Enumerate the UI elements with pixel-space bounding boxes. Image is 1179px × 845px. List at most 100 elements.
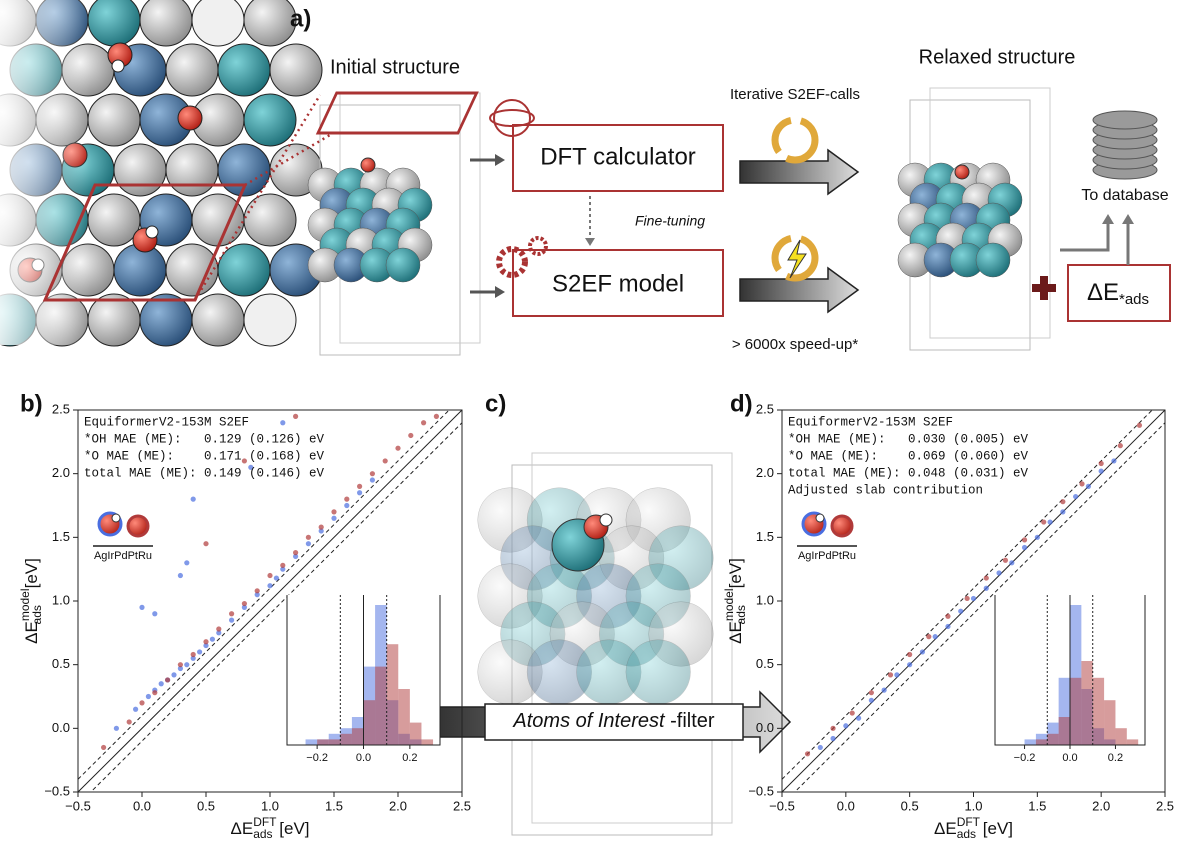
point [843,723,848,728]
point [869,690,874,695]
histogram-bar [1059,717,1070,745]
annotation: total MAE (ME): 0.048 (0.031) eV [788,466,1029,480]
histogram-bar [1036,739,1047,745]
x-tick-label: 0.5 [197,798,215,813]
histogram-bar [352,728,364,745]
point [152,611,157,616]
point [856,716,861,721]
panel-label: c) [485,390,506,417]
panel-label: b) [20,390,43,417]
arrow-head [495,286,505,298]
atom-icon [490,110,534,126]
point [267,573,272,578]
filter-rest: -filter [665,710,715,732]
adsorbate [955,165,969,179]
point [274,575,279,580]
annotation: EquiformerV2-153M S2EF [84,415,249,429]
x-tick-label: 1.0 [964,798,982,813]
x-tick-label: 1.0 [261,798,279,813]
point [1086,484,1091,489]
icon-label: AgIrPdPtRu [94,550,152,562]
point [1060,499,1065,504]
icon-o [832,516,852,536]
histogram-bar [1093,678,1104,745]
point [229,611,234,616]
adsorbate [361,158,375,172]
label-unit: [eV] [275,819,310,838]
point [1060,509,1065,514]
histogram-bar [375,667,387,745]
point [958,609,963,614]
finetune-label: Fine-tuning [635,213,705,229]
point [882,688,887,693]
histogram-bar [398,689,410,745]
label-sub: ads [734,605,748,624]
point [203,639,208,644]
y-tick-label: −0.5 [748,783,774,798]
point [1099,461,1104,466]
annotation: *O MAE (ME): 0.069 (0.060) eV [788,449,1029,463]
point [280,563,285,568]
x-tick-label: 1.5 [325,798,343,813]
x-tick-label: 1.5 [1028,798,1046,813]
histogram-bar [387,644,399,745]
histogram-bar [421,739,433,745]
histogram-bar [1081,661,1092,745]
histogram-bar [410,723,422,745]
fade [0,0,260,345]
x-tick-label: −0.5 [65,798,91,813]
point [357,490,362,495]
arrow-head [585,238,595,246]
point [830,726,835,731]
point [293,414,298,419]
point [945,614,950,619]
point [984,575,989,580]
y-axis-label: ΔEmodelads [eV] [722,558,748,644]
point [408,433,413,438]
point [184,560,189,565]
point [191,652,196,657]
iterative-label: Iterative S2EF-calls [730,86,860,103]
point [370,471,375,476]
point [101,745,106,750]
histogram-bar [1025,739,1036,745]
point [255,588,260,593]
y-tick-label: 0.0 [756,720,774,735]
x-tick-label: −0.5 [769,798,795,813]
figure: b) −0.5 0.0 0.5 1.0 1.5 2.0 2.5 −0.5 0.0 0.5 1.0 1.5… [0,0,1179,845]
point [229,618,234,623]
point [331,516,336,521]
y-tick-label: 2.0 [756,465,774,480]
plus [1032,276,1056,300]
icon-o [128,516,148,536]
point [139,605,144,610]
point [850,710,855,715]
y-tick-label: 1.5 [756,529,774,544]
point [165,677,170,682]
atom [386,248,420,282]
point [344,503,349,508]
point [159,681,164,686]
database-disk [1093,111,1157,129]
histogram-bar [1104,700,1115,745]
point [293,550,298,555]
point [171,672,176,677]
point [242,601,247,606]
y-tick-label: −0.5 [44,783,70,798]
point [1073,494,1078,499]
label-unit: [eV] [726,558,745,593]
x-tick-label: 2.5 [1156,798,1174,813]
x-tick-label: 0.0 [133,798,151,813]
point [1022,537,1027,542]
x-tick-label: 0.5 [901,798,919,813]
point [357,484,362,489]
point [907,662,912,667]
point [133,707,138,712]
point [920,649,925,654]
point [178,573,183,578]
s2ef-label: S2EF model [552,270,684,297]
point [1041,519,1046,524]
point [984,586,989,591]
x-tick-label: 2.5 [453,798,471,813]
